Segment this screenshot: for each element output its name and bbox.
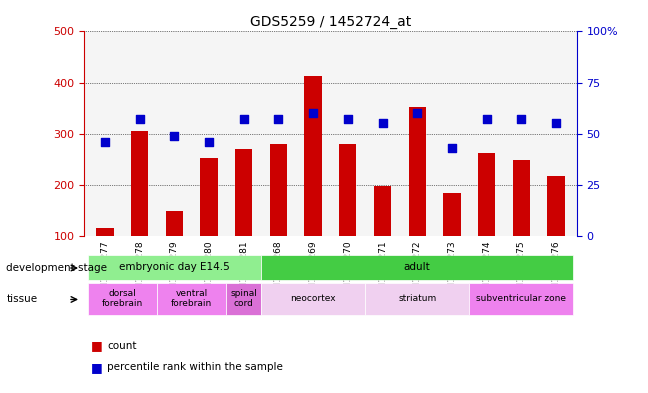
Bar xyxy=(374,186,391,236)
Bar xyxy=(200,158,218,236)
Text: embryonic day E14.5: embryonic day E14.5 xyxy=(119,262,230,272)
Text: tissue: tissue xyxy=(6,294,38,305)
FancyBboxPatch shape xyxy=(365,283,469,314)
FancyBboxPatch shape xyxy=(226,283,261,314)
Bar xyxy=(513,160,530,236)
Text: development stage: development stage xyxy=(6,263,108,273)
FancyBboxPatch shape xyxy=(87,283,157,314)
Text: percentile rank within the sample: percentile rank within the sample xyxy=(107,362,283,373)
Bar xyxy=(408,107,426,236)
Point xyxy=(551,120,561,127)
FancyBboxPatch shape xyxy=(261,283,365,314)
Bar xyxy=(443,193,461,236)
Point xyxy=(169,132,179,139)
Text: dorsal
forebrain: dorsal forebrain xyxy=(102,289,143,309)
Bar xyxy=(548,176,564,236)
Bar xyxy=(131,131,148,236)
Point xyxy=(135,116,145,123)
Point xyxy=(308,110,318,116)
Point xyxy=(412,110,422,116)
Text: ventral
forebrain: ventral forebrain xyxy=(171,289,213,309)
Bar xyxy=(305,76,322,236)
Text: ■: ■ xyxy=(91,339,102,353)
FancyBboxPatch shape xyxy=(157,283,226,314)
Text: neocortex: neocortex xyxy=(290,294,336,303)
FancyBboxPatch shape xyxy=(469,283,573,314)
Bar xyxy=(478,153,495,236)
Point xyxy=(516,116,526,123)
Title: GDS5259 / 1452724_at: GDS5259 / 1452724_at xyxy=(250,15,411,29)
Text: adult: adult xyxy=(404,262,430,272)
Point xyxy=(204,139,214,145)
Text: count: count xyxy=(107,341,137,351)
Point xyxy=(100,139,110,145)
Bar xyxy=(97,228,113,236)
Text: striatum: striatum xyxy=(398,294,436,303)
Text: subventricular zone: subventricular zone xyxy=(476,294,566,303)
Bar xyxy=(166,211,183,236)
Point xyxy=(343,116,353,123)
Bar xyxy=(270,144,287,236)
Point xyxy=(238,116,249,123)
FancyBboxPatch shape xyxy=(261,255,573,280)
Bar xyxy=(339,144,356,236)
Point xyxy=(481,116,492,123)
Text: ■: ■ xyxy=(91,361,102,374)
Bar xyxy=(235,149,253,236)
FancyBboxPatch shape xyxy=(87,255,261,280)
Point xyxy=(273,116,284,123)
Point xyxy=(377,120,388,127)
Text: spinal
cord: spinal cord xyxy=(230,289,257,309)
Point xyxy=(446,145,457,151)
